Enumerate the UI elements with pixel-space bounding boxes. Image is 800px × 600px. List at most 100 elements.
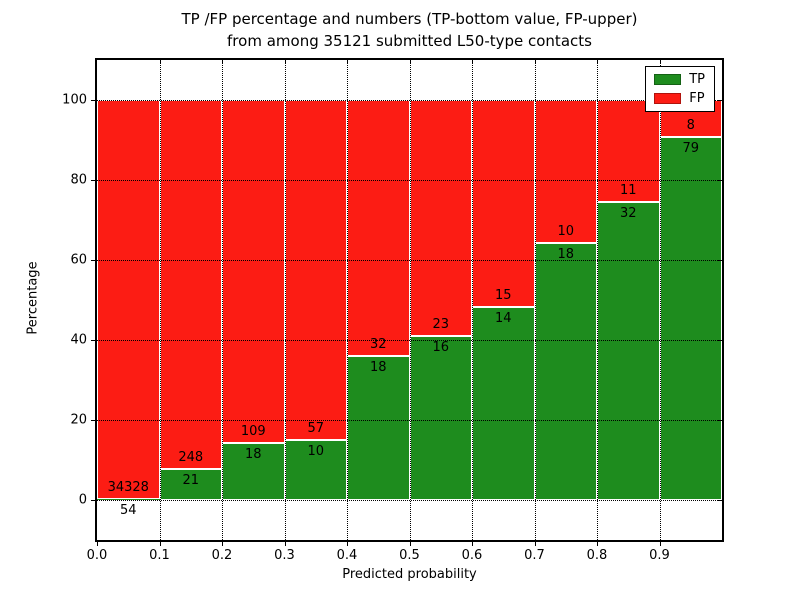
- tp-count-label-8: 32: [619, 206, 637, 222]
- x-tick-mark-inner-0.4: [347, 60, 348, 64]
- y-tick-mark-inner-20: [718, 420, 722, 421]
- x-tick-label-0.9: 0.9: [649, 548, 670, 563]
- x-tick-mark-inner-0.7: [534, 60, 536, 64]
- x-tick-mark-inner-0.2: [222, 60, 223, 64]
- bar-segment-fp-1: [159, 100, 222, 469]
- x-tick-mark-0.7: [534, 542, 536, 546]
- fp-count-label-3: 57: [307, 421, 325, 437]
- tp-count-label-1: 21: [182, 472, 200, 488]
- bar-segment-tp-4: [347, 356, 410, 500]
- y-tick-mark-inner-60: [718, 260, 722, 261]
- bar-segment-fp-0: [97, 100, 160, 500]
- y-tick-mark-80: [91, 180, 95, 181]
- x-gridline-0.4: [347, 60, 348, 540]
- y-tick-mark-inner-40: [718, 340, 722, 341]
- chart-title: TP /FP percentage and numbers (TP-bottom…: [95, 8, 724, 52]
- y-tick-label-60: 60: [70, 252, 87, 268]
- x-tick-label-0.2: 0.2: [211, 548, 233, 563]
- plot-area: 34328 54 248 21 109 18 57 10 32 18 23 16 15 14 10 18 11 3…: [62, 58, 724, 563]
- bar-segment-tp-7: [534, 242, 597, 500]
- y-tick-mark-60: [91, 260, 95, 261]
- x-tick-label-0.3: 0.3: [274, 548, 295, 563]
- fp-count-label-6: 15: [494, 287, 512, 303]
- legend-entry-tp: TP: [654, 73, 705, 86]
- x-tick-mark-0.6: [472, 542, 473, 546]
- y-tick-mark-inner-0: [718, 500, 722, 501]
- y-tick-mark-40: [91, 340, 95, 341]
- legend-label-fp: FP: [689, 91, 705, 106]
- tp-count-label-9: 79: [682, 140, 700, 156]
- bar-segment-tp-6: [472, 306, 535, 500]
- fp-swatch-icon: [654, 93, 682, 104]
- y-tick-label-0: 0: [78, 492, 87, 508]
- fp-count-label-2: 109: [240, 424, 266, 440]
- x-tick-label-0.6: 0.6: [461, 548, 483, 563]
- x-tick-mark-0.0: [97, 542, 98, 546]
- x-tick-mark-0.1: [159, 542, 161, 546]
- bar-segment-fp-6: [472, 100, 535, 307]
- fp-count-label-0: 34328: [107, 480, 149, 496]
- y-tick-mark-inner-80: [718, 180, 722, 181]
- tp-count-label-0: 54: [119, 503, 137, 519]
- bar-segment-tp-5: [409, 335, 472, 500]
- tp-count-label-6: 14: [494, 310, 512, 326]
- x-tick-mark-inner-0.6: [472, 60, 473, 64]
- bar-segment-tp-2: [222, 443, 285, 500]
- bar-segment-fp-5: [409, 100, 472, 336]
- fp-count-label-7: 10: [557, 223, 575, 239]
- x-tick-label-0.1: 0.1: [149, 548, 170, 563]
- fp-count-label-4: 32: [369, 337, 387, 352]
- chart-title-line2: from among 35121 submitted L50-type cont…: [227, 32, 592, 50]
- y-tick-label-20: 20: [70, 412, 87, 428]
- x-tick-mark-inner-0.1: [159, 60, 161, 64]
- legend: TP FP: [645, 66, 715, 112]
- fp-count-label-1: 248: [178, 449, 204, 465]
- tp-count-label-4: 18: [369, 360, 387, 375]
- y-tick-mark-20: [91, 420, 95, 421]
- fp-count-label-8: 11: [619, 183, 637, 199]
- x-tick-label-0.8: 0.8: [586, 548, 608, 563]
- bar-segment-fp-2: [222, 100, 285, 444]
- fp-count-label-5: 23: [432, 316, 450, 332]
- x-gridline-0.9: [659, 60, 661, 540]
- tp-swatch-icon: [654, 74, 682, 85]
- y-tick-mark-inner-100: [718, 100, 722, 101]
- x-tick-mark-0.8: [597, 542, 598, 546]
- y-tick-mark-100: [91, 100, 95, 101]
- tp-count-label-5: 16: [432, 339, 450, 355]
- y-tick-label-100: 100: [62, 92, 87, 108]
- bar-segment-tp-3: [284, 440, 347, 500]
- x-gridline-0.8: [597, 60, 598, 540]
- y-tick-label-80: 80: [70, 172, 87, 188]
- legend-label-tp: TP: [689, 72, 705, 87]
- fp-count-label-9: 8: [686, 117, 695, 133]
- bar-segment-fp-4: [347, 100, 410, 356]
- x-tick-mark-0.9: [659, 542, 661, 546]
- y-tick-label-40: 40: [70, 332, 87, 348]
- x-tick-label-0.5: 0.5: [399, 548, 420, 563]
- x-tick-mark-0.2: [222, 542, 223, 546]
- x-gridline-0.6: [472, 60, 473, 540]
- bar-segment-tp-9: [659, 136, 722, 500]
- x-tick-label-0.4: 0.4: [336, 548, 358, 563]
- x-gridline-0.5: [409, 60, 411, 540]
- tp-count-label-3: 10: [307, 444, 325, 460]
- y-tick-mark-0: [91, 500, 95, 501]
- x-tick-mark-inner-0.9: [659, 60, 661, 64]
- bar-segment-tp-8: [597, 202, 660, 500]
- legend-entry-fp: FP: [654, 92, 705, 105]
- x-gridline-0.7: [534, 60, 536, 540]
- chart-title-line1: TP /FP percentage and numbers (TP-bottom…: [181, 10, 638, 28]
- x-gridline-0.1: [159, 60, 161, 540]
- tp-count-label-2: 18: [244, 447, 262, 463]
- y-axis-label: Percentage: [25, 261, 41, 335]
- plot-canvas: 34328 54 248 21 109 18 57 10 32 18 23 16 15 14 10 18 11 3…: [62, 60, 722, 563]
- x-gridline-0.3: [284, 60, 286, 540]
- x-tick-mark-0.4: [347, 542, 348, 546]
- bar-segment-tp-0: [97, 499, 160, 501]
- x-tick-label-0.7: 0.7: [524, 548, 545, 563]
- x-gridline-0.2: [222, 60, 223, 540]
- x-tick-mark-inner-0.8: [597, 60, 598, 64]
- x-tick-label-0.0: 0.0: [86, 548, 108, 563]
